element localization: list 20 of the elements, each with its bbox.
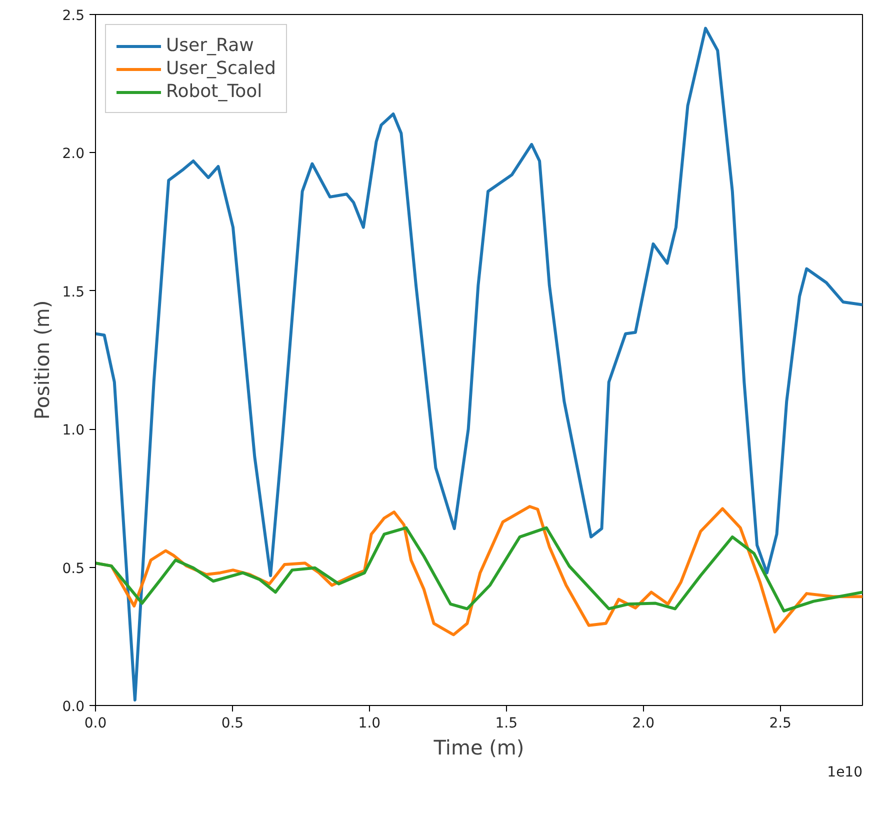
line-series <box>96 26 862 702</box>
x-tick-label: 2.5 <box>769 716 792 732</box>
line-series <box>96 526 862 612</box>
text: 1e10 <box>827 764 863 780</box>
x-tick-label: 2.0 <box>632 716 654 732</box>
y-tick-label: 1.0 <box>62 422 84 439</box>
x-tick-label: 0.0 <box>84 716 107 732</box>
y-tick-label: 2.5 <box>62 8 84 24</box>
legend-label: User_Scaled <box>166 58 276 79</box>
y-tick-label: 0.0 <box>62 699 84 715</box>
x-tick-label: 1.0 <box>358 716 381 732</box>
x-tick-label: 1.5 <box>495 716 518 732</box>
x-tick-label: 0.5 <box>221 716 244 732</box>
legend-label: Robot_Tool <box>166 81 262 102</box>
legend-label: User_Raw <box>166 35 254 56</box>
y-tick-label: 1.5 <box>62 284 84 300</box>
x-axis-title: Time (m) <box>432 736 524 760</box>
y-tick-label: 2.0 <box>62 146 84 162</box>
y-tick-label: 0.5 <box>62 560 84 577</box>
y-axis-title: Position (m) <box>30 300 54 420</box>
